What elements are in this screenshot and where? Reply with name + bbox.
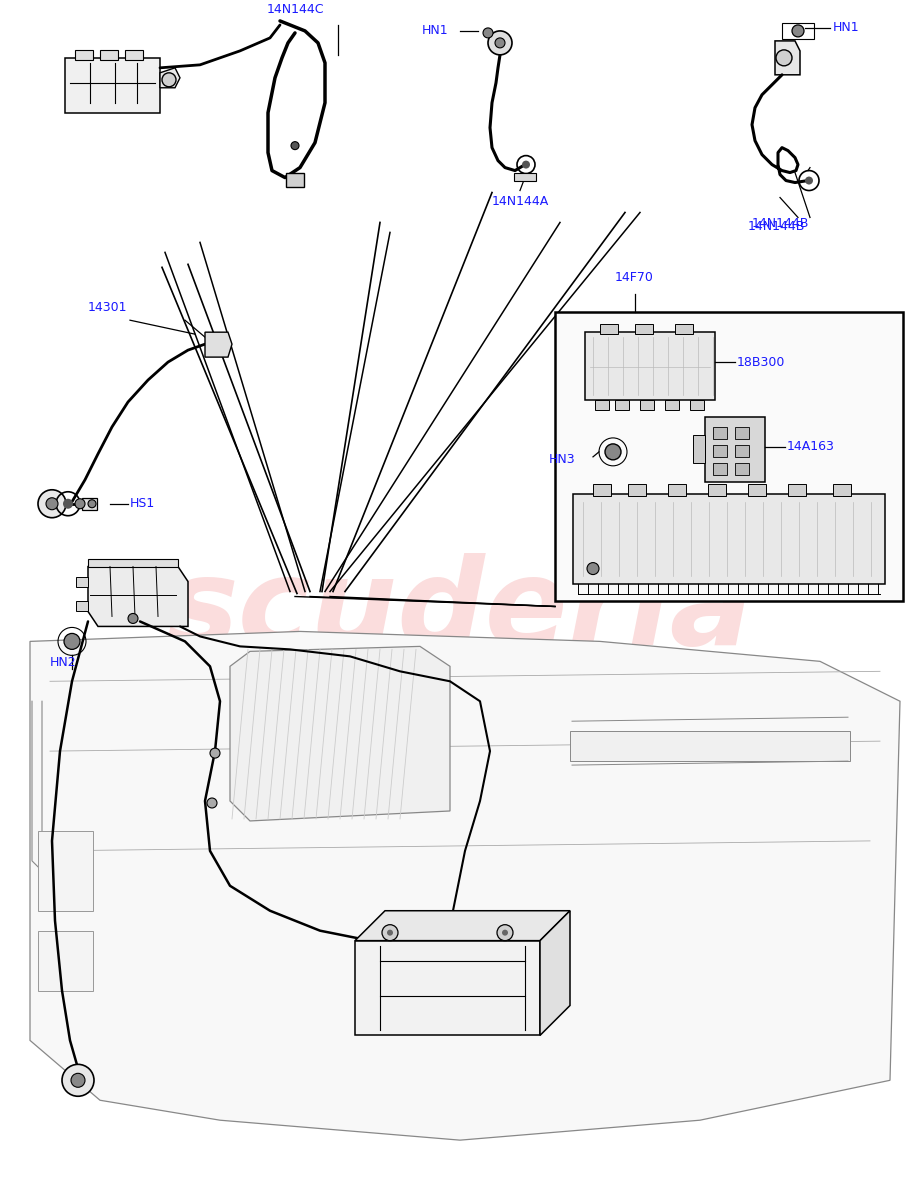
Text: HN1: HN1: [421, 24, 448, 37]
Bar: [708, 484, 726, 496]
Text: r  a  r  e  p  a  r  t  s: r a r e p a r t s: [358, 661, 560, 682]
Polygon shape: [160, 68, 180, 88]
Polygon shape: [540, 911, 570, 1036]
Bar: [82, 498, 97, 510]
Circle shape: [387, 930, 393, 936]
Bar: [735, 445, 749, 457]
Bar: [570, 731, 850, 761]
Circle shape: [64, 634, 80, 649]
Bar: [713, 445, 727, 457]
Circle shape: [792, 25, 804, 37]
Bar: [833, 484, 851, 496]
Circle shape: [75, 499, 85, 509]
Circle shape: [88, 499, 96, 508]
Bar: [38, 830, 93, 911]
Bar: [514, 173, 536, 180]
Bar: [573, 493, 885, 583]
Polygon shape: [230, 647, 450, 821]
Circle shape: [207, 798, 217, 808]
Bar: [668, 484, 686, 496]
Bar: [713, 427, 727, 439]
Bar: [693, 434, 705, 463]
Bar: [788, 484, 806, 496]
Bar: [76, 576, 88, 587]
Text: 14F70: 14F70: [615, 271, 654, 284]
Bar: [555, 312, 903, 601]
Polygon shape: [30, 631, 900, 1140]
Bar: [713, 463, 727, 475]
Bar: [748, 484, 766, 496]
Text: scuderia: scuderia: [165, 553, 753, 670]
Circle shape: [497, 925, 513, 941]
Polygon shape: [88, 566, 188, 626]
Bar: [593, 484, 611, 496]
Bar: [600, 324, 618, 334]
Text: 14301: 14301: [88, 301, 128, 314]
Text: 18B300: 18B300: [737, 355, 786, 368]
Bar: [615, 400, 629, 410]
Polygon shape: [65, 58, 160, 113]
Bar: [595, 400, 609, 410]
Text: 14N144B: 14N144B: [748, 221, 805, 234]
Bar: [75, 50, 93, 60]
Circle shape: [522, 161, 530, 168]
Bar: [100, 50, 118, 60]
Bar: [782, 23, 814, 38]
Bar: [585, 332, 715, 400]
Circle shape: [38, 490, 66, 517]
Bar: [286, 173, 304, 186]
Circle shape: [128, 613, 138, 624]
Bar: [640, 400, 654, 410]
Circle shape: [382, 925, 398, 941]
Polygon shape: [355, 911, 570, 941]
Bar: [125, 50, 143, 60]
Circle shape: [483, 28, 493, 38]
Polygon shape: [355, 941, 540, 1036]
Bar: [76, 601, 88, 612]
Circle shape: [46, 498, 58, 510]
Circle shape: [805, 176, 813, 185]
Text: HN2: HN2: [50, 656, 76, 670]
Polygon shape: [88, 559, 178, 566]
Circle shape: [502, 930, 508, 936]
Text: HN3: HN3: [548, 454, 575, 467]
Circle shape: [495, 38, 505, 48]
Bar: [628, 484, 646, 496]
Bar: [635, 324, 653, 334]
Polygon shape: [205, 332, 232, 358]
Circle shape: [605, 444, 621, 460]
Circle shape: [776, 50, 792, 66]
Bar: [705, 416, 765, 481]
Circle shape: [71, 1073, 85, 1087]
Text: HN1: HN1: [833, 22, 859, 35]
Text: HS1: HS1: [130, 497, 155, 510]
Text: 14N144B: 14N144B: [752, 217, 810, 230]
Circle shape: [162, 73, 176, 86]
Bar: [665, 400, 679, 410]
Text: 14N144C: 14N144C: [266, 2, 324, 16]
Bar: [735, 463, 749, 475]
Bar: [38, 931, 93, 990]
Bar: [690, 400, 704, 410]
Circle shape: [587, 563, 599, 575]
Bar: [735, 427, 749, 439]
Circle shape: [488, 31, 512, 55]
Bar: [675, 324, 693, 334]
Circle shape: [63, 499, 73, 509]
Circle shape: [210, 748, 220, 758]
Polygon shape: [775, 41, 800, 74]
Circle shape: [291, 142, 299, 150]
Text: 14N144A: 14N144A: [492, 194, 549, 208]
Circle shape: [62, 1064, 94, 1097]
Text: 14A163: 14A163: [787, 440, 834, 454]
